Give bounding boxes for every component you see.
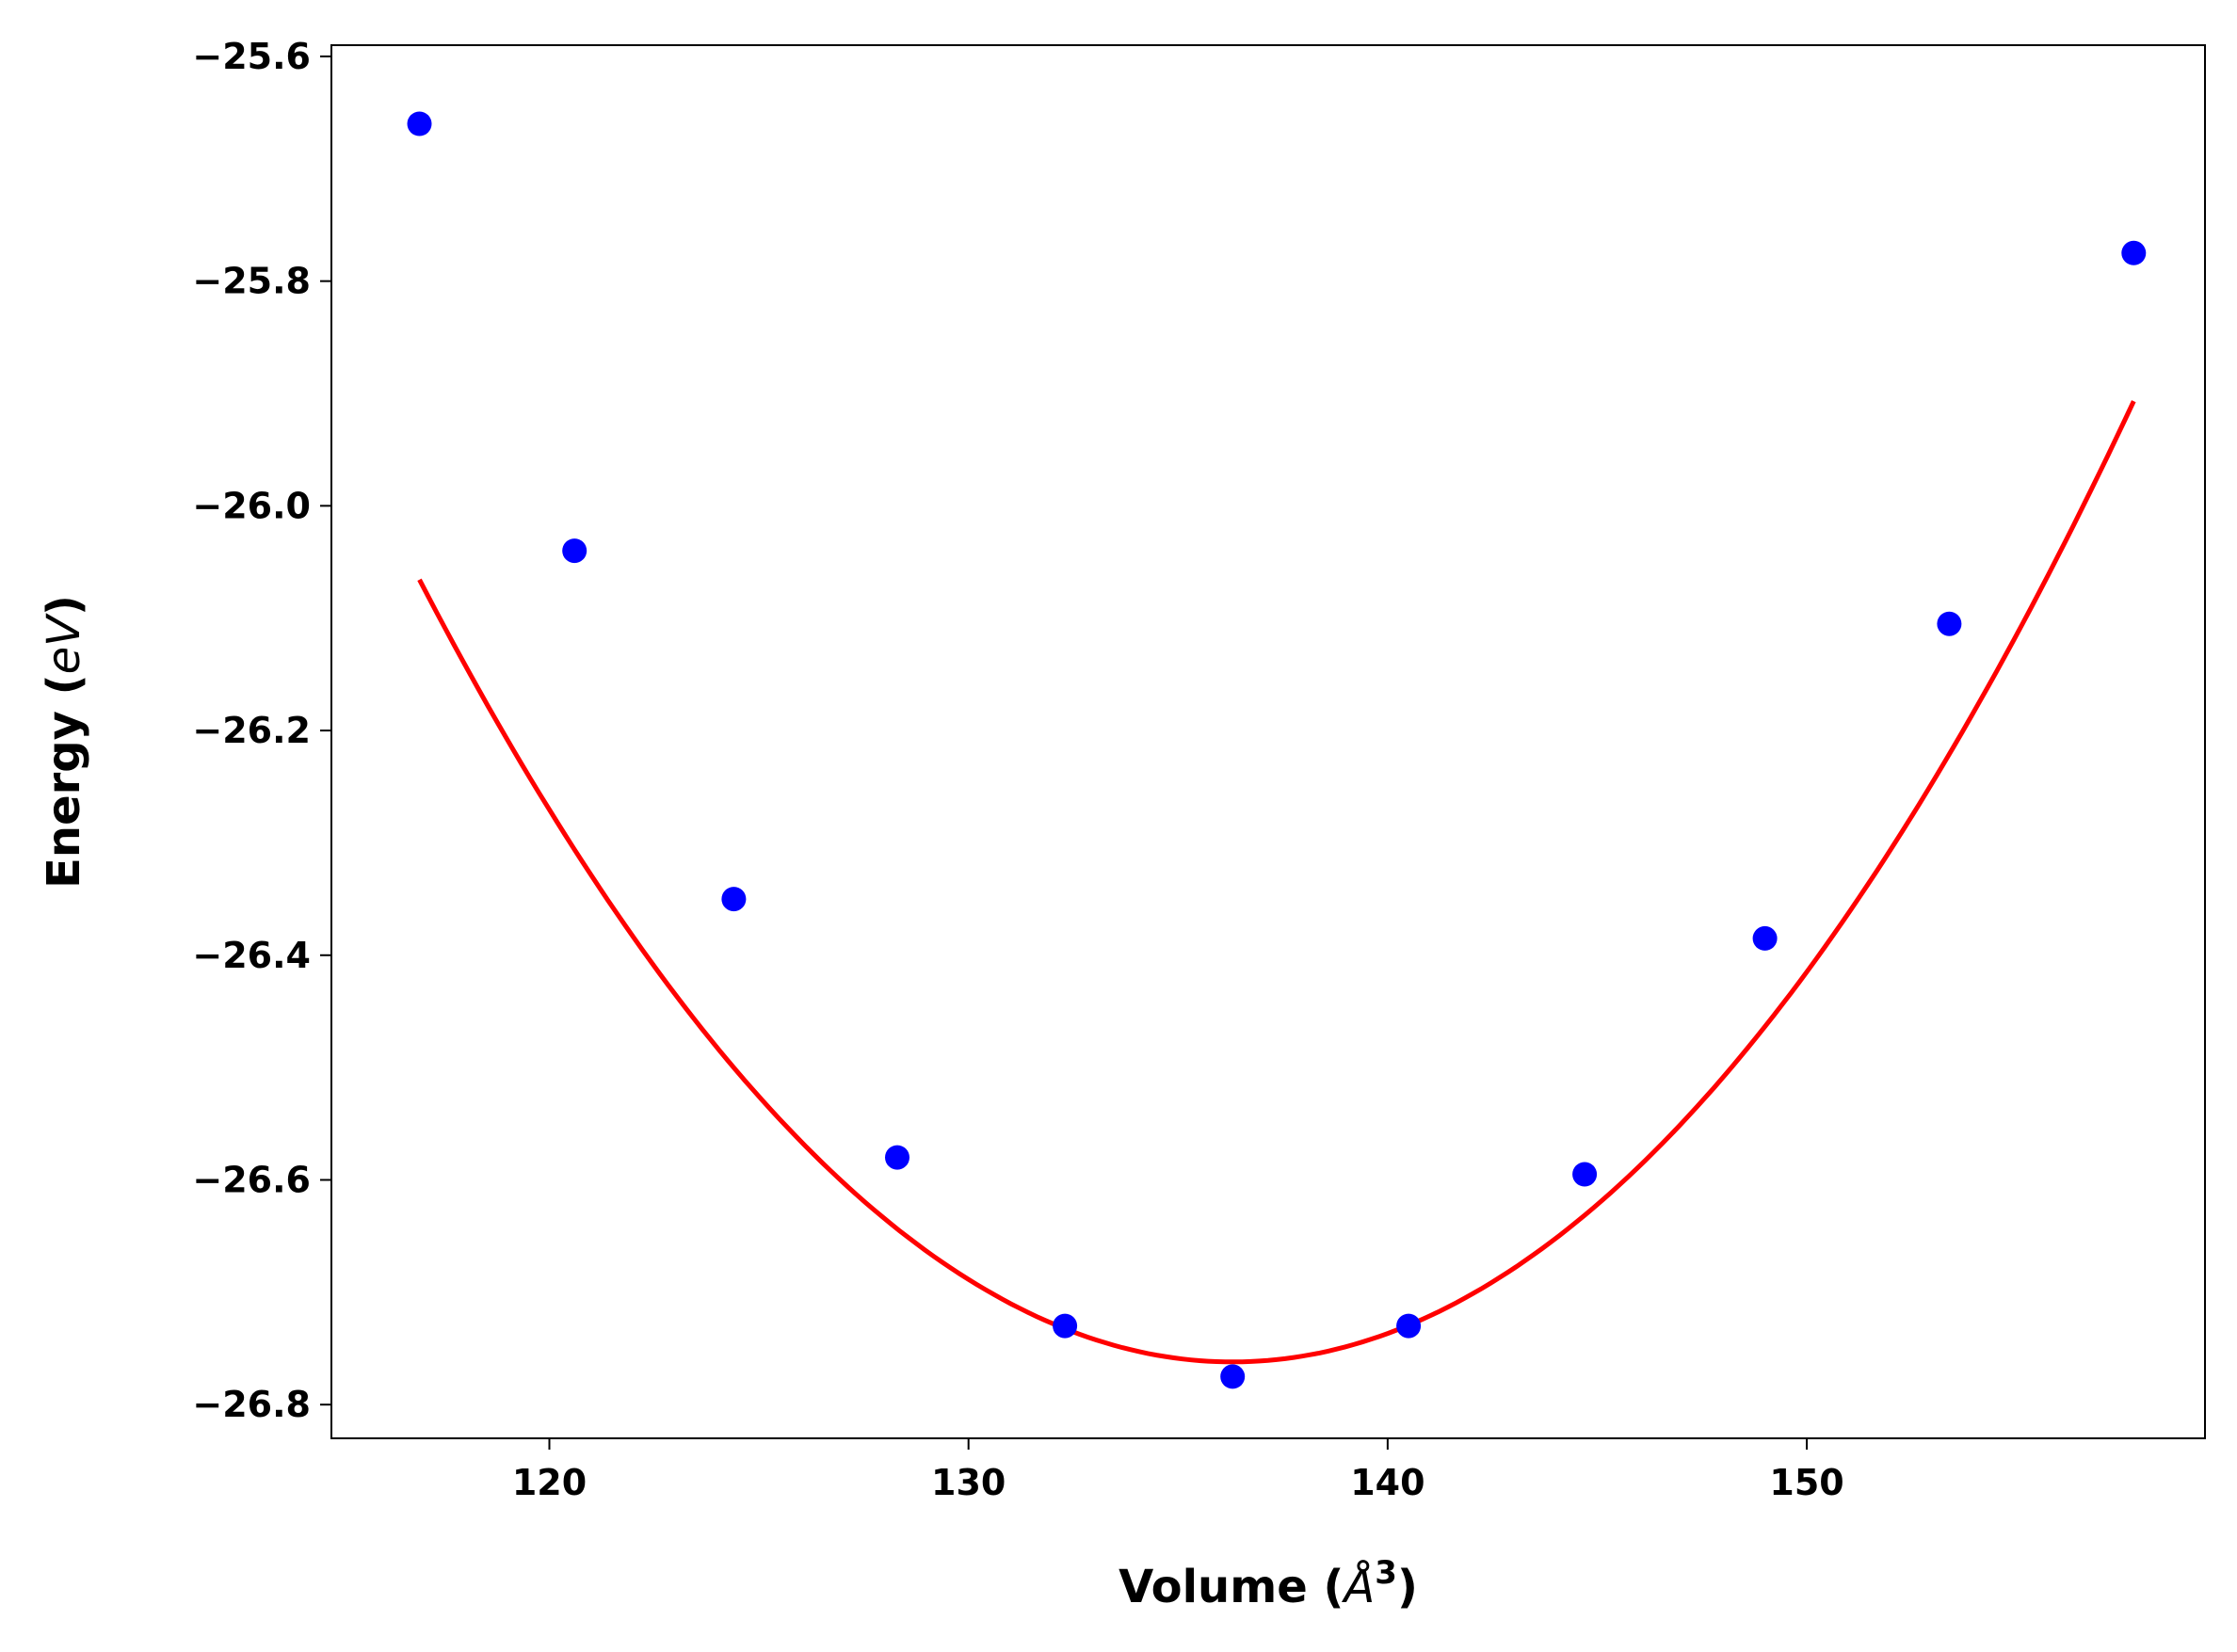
x-tick-label: 150: [1769, 1462, 1843, 1503]
x-axis-label: Volume (Å3): [1118, 1554, 1418, 1613]
data-point: [885, 1145, 909, 1170]
y-tick-label: −26.6: [192, 1159, 311, 1200]
data-point: [1937, 611, 1962, 636]
plot-frame: [330, 44, 2206, 1439]
fit-curve: [417, 400, 2136, 1365]
data-point: [407, 111, 432, 136]
data-point: [562, 538, 587, 564]
data-point: [2121, 240, 2147, 265]
data-point: [1053, 1313, 1078, 1339]
x-tick-label: 120: [512, 1462, 587, 1503]
y-tick-label: −26.2: [192, 710, 311, 751]
data-point: [1220, 1364, 1246, 1389]
y-axis-label: Energy (eV): [38, 595, 90, 889]
y-axis-ticks: −25.6 −25.8 −26.0 −26.2 −26.4 −26.6 −26.8: [192, 36, 331, 1425]
y-tick-label: −25.8: [192, 261, 311, 302]
y-tick-label: −25.6: [192, 36, 311, 77]
data-points-layer: [407, 111, 2147, 1389]
y-tick-label: −26.0: [192, 485, 311, 526]
x-tick-label: 130: [931, 1462, 1006, 1503]
x-tick-label: 140: [1350, 1462, 1424, 1503]
x-axis-ticks: 120 130 140 150: [512, 1438, 1844, 1503]
data-point: [1572, 1162, 1598, 1187]
data-point: [721, 887, 747, 912]
fit-line-layer: [417, 400, 2136, 1365]
data-point: [1752, 925, 1778, 951]
y-tick-label: −26.8: [192, 1384, 311, 1425]
y-tick-label: −26.4: [192, 935, 311, 976]
data-point: [1396, 1313, 1422, 1339]
